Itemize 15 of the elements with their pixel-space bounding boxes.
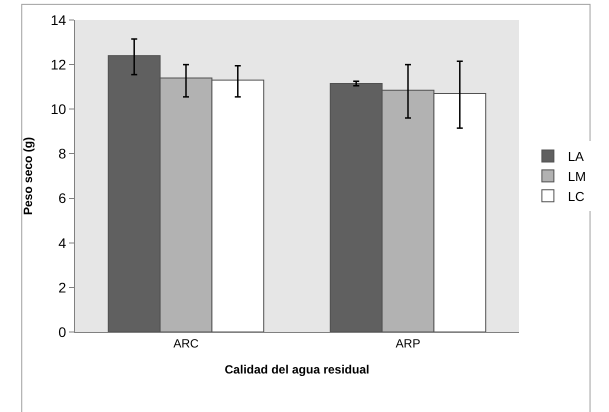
- x-tick-label: ARC: [173, 336, 199, 350]
- x-axis-title: Calidad del agua residual: [224, 362, 370, 376]
- legend-label: LC: [568, 188, 585, 204]
- x-tick-label: ARP: [396, 336, 420, 350]
- legend-label: LM: [568, 168, 586, 184]
- y-tick-label: 14: [50, 12, 66, 28]
- y-tick-label: 6: [58, 190, 66, 206]
- y-tick-label: 10: [50, 101, 66, 118]
- y-tick-label: 4: [58, 234, 66, 251]
- y-axis-title: Peso seco (g): [20, 136, 35, 216]
- y-tick-label: 2: [58, 279, 66, 296]
- y-tick-label: 0: [58, 324, 66, 340]
- y-tick-label: 12: [50, 56, 66, 72]
- legend-label: LA: [568, 149, 584, 164]
- y-tick-label: 8: [58, 146, 66, 162]
